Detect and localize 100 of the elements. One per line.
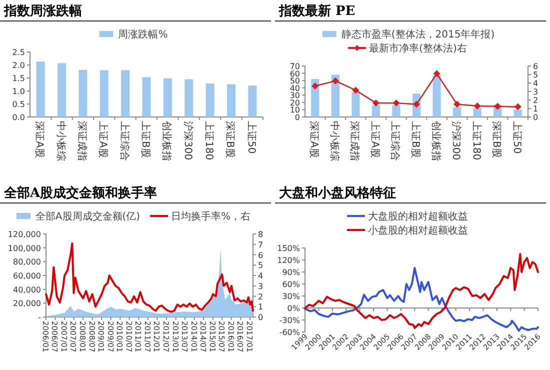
y2-tick-label: 4 [258, 272, 264, 280]
y2-tick-label: 3 [533, 88, 538, 96]
bar [36, 62, 45, 117]
y-tick-label: 80,000 [13, 258, 41, 267]
x-tick-label: 创业板指 [160, 121, 173, 161]
y-tick-label: - [38, 313, 42, 322]
legend-label: 静态市盈率(整体法，2015年年报) [341, 28, 495, 40]
x-tick-label: 深证B股 [224, 121, 236, 158]
y-tick-label: 2.0 [12, 61, 25, 70]
legend-label: 全部A股周成交金额(亿) [35, 210, 140, 222]
y2-tick-label: 7 [258, 240, 264, 250]
x-tick-label: 上证A股 [97, 121, 110, 158]
x-tick-label: 上证180 [470, 121, 482, 160]
bar [432, 75, 441, 117]
legend-label: 小盘股的相对超额收益 [368, 224, 468, 236]
y2-tick-label: 5 [533, 70, 538, 80]
x-tick-label: 深证成指 [348, 121, 361, 161]
legend-label: 周涨跌幅% [118, 28, 168, 40]
line-series [304, 253, 539, 329]
x-tick-label: 上证50 [245, 121, 258, 154]
x-tick-label: 上证B股 [140, 121, 152, 158]
chart-title: 大盘和小盘风格特征 [279, 185, 396, 201]
x-tick-label: 深证B股 [490, 121, 503, 158]
bar [58, 63, 66, 117]
y2-tick-label: 6 [258, 250, 264, 260]
y-tick-label: 60% [282, 280, 300, 289]
bar [163, 78, 172, 117]
y-tick-label: 2.5 [12, 48, 25, 57]
y2-tick-label: 2 [533, 96, 538, 105]
y-tick-label: 0% [287, 304, 300, 313]
x-tick-label: 上证180 [203, 121, 216, 160]
bar [206, 83, 214, 117]
y-tick-label: 50 [290, 76, 300, 86]
y2-tick-label: 8 [258, 230, 264, 239]
y-tick-label: 40 [290, 84, 300, 93]
y-tick-label: 70 [290, 62, 300, 71]
x-tick-label: 深证A股 [308, 121, 320, 158]
y-tick-label: 0.0 [12, 113, 25, 122]
legend-label: 日均换手率%，右 [171, 210, 251, 222]
point [352, 86, 360, 94]
bar [100, 70, 108, 117]
y-tick-label: 30 [290, 91, 300, 100]
bar [392, 105, 400, 117]
bar [331, 74, 340, 117]
bar [514, 110, 522, 117]
x-tick-label: 上证B股 [410, 121, 422, 158]
bar [473, 108, 482, 117]
y-tick-label: 60 [290, 69, 300, 78]
bar [121, 70, 130, 117]
y-tick-label: 10 [290, 106, 300, 115]
x-tick-label: 沪深300 [450, 121, 462, 160]
line-series [304, 267, 539, 332]
y-tick-label: 1.5 [12, 74, 25, 83]
bar [352, 92, 360, 117]
y-tick-label: -60% [279, 328, 300, 337]
x-tick-label: 上证综合 [389, 121, 402, 161]
point [454, 100, 461, 108]
point [372, 99, 380, 106]
bar [226, 84, 236, 117]
y2-tick-label: 3 [258, 282, 264, 291]
y-tick-label: 20,000 [13, 299, 41, 308]
y-tick-label: 30% [282, 292, 300, 301]
y-tick-label: 40,000 [13, 285, 41, 294]
y2-tick-label: 1 [258, 302, 264, 312]
bar [311, 79, 320, 117]
x-tick-label: 中小板综 [54, 121, 67, 161]
y-tick-label: 0 [294, 113, 300, 122]
bar [142, 77, 151, 117]
y2-tick-label: 4 [533, 79, 538, 88]
point [433, 70, 440, 78]
bar [78, 70, 88, 117]
y-tick-label: 0.5 [12, 100, 25, 109]
chart-title: 指数周涨跌幅 [3, 4, 82, 19]
y-tick-label: 120% [277, 256, 300, 265]
bar [452, 108, 462, 117]
y2-tick-label: 0 [258, 313, 264, 322]
y2-tick-label: 6 [533, 62, 538, 71]
x-tick-label: 上证50 [510, 121, 523, 154]
y-tick-label: 100,000 [8, 244, 41, 253]
x-tick-label: 深证成指 [76, 121, 88, 161]
point [514, 103, 522, 110]
y-tick-label: 1.0 [12, 87, 25, 96]
y-tick-label: 90% [282, 268, 300, 277]
legend-label: 大盘股的相对超额收益 [368, 210, 468, 222]
y-tick-label: -30% [279, 316, 300, 325]
y-tick-label: 20 [290, 98, 300, 108]
x-tick-label: 中小板综 [328, 121, 340, 161]
x-tick-label: 深证A股 [34, 121, 46, 158]
point [494, 102, 502, 110]
bar [184, 79, 194, 117]
legend-label: 最新市净率(整体法)右 [369, 42, 467, 54]
bar [248, 86, 257, 117]
x-tick-label: 上证综合 [118, 121, 130, 161]
y2-tick-label: 2 [258, 292, 264, 302]
x-tick-label: 上证A股 [368, 121, 381, 158]
y-tick-label: 150% [277, 244, 300, 253]
chart-title: 全部A股成交金额和换手率 [3, 185, 158, 201]
point [312, 82, 319, 90]
y2-tick-label: 0 [533, 113, 538, 122]
chart-title: 指数最新 PE [278, 3, 356, 19]
